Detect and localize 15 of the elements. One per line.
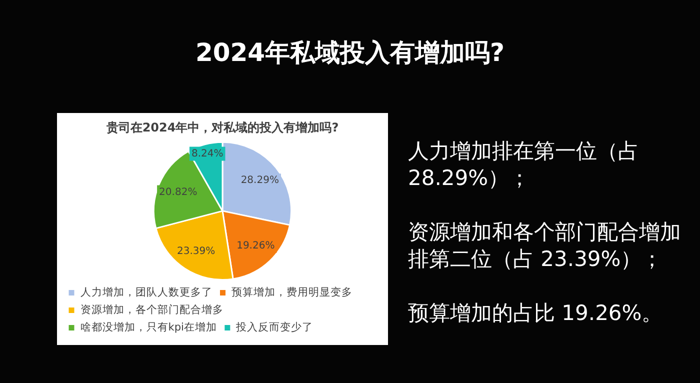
- legend-label: 预算增加，费用明显变多: [232, 285, 352, 298]
- legend-label: 投入反而变少了: [235, 320, 314, 334]
- data-label: 8.24%: [191, 148, 224, 160]
- text: 资源增加和各个部门配合增加排第二位（占 23.39%）；: [408, 219, 682, 273]
- legend-label: 人力增加，团队人数更多了: [80, 285, 212, 298]
- text: 人力增加排在第一位（占 28.29%）；: [408, 138, 640, 192]
- chart-title: 2024年私域投入有增加吗?: [194, 37, 506, 69]
- legend-label: 啥都没增加，只有kpi在增加: [80, 320, 217, 334]
- legend-label: 资源增加，各个部门配合增多: [80, 302, 224, 316]
- data-label: 28.29%: [240, 175, 279, 186]
- data-label: 19.26%: [236, 240, 275, 252]
- data-label: 20.82%: [159, 186, 198, 198]
- text: 预算增加的占比 19.26%。: [408, 300, 664, 327]
- data-label: 23.39%: [177, 246, 216, 257]
- chart-subtitle: 贵司在2024年中，对私域的投入有增加吗?: [105, 120, 339, 134]
